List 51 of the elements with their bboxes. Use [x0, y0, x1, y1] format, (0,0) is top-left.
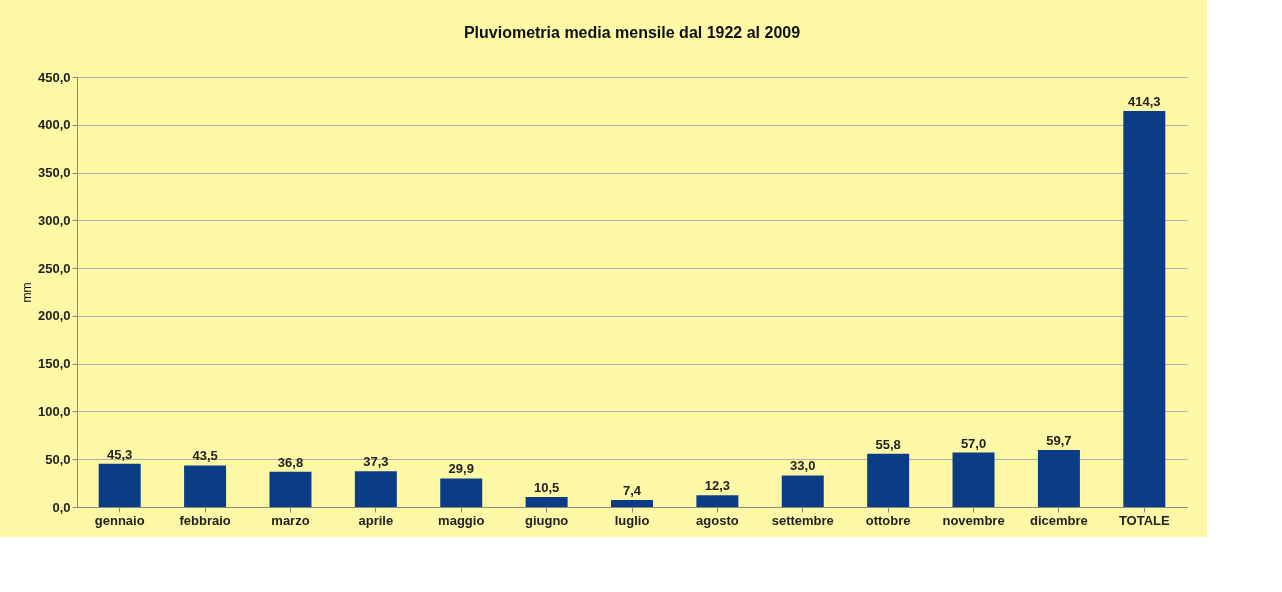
y-tick-label: 300,0: [37, 212, 71, 228]
bar: [98, 463, 141, 507]
x-tick-label: febbraio: [179, 512, 231, 528]
data-label: 36,8: [277, 454, 304, 470]
data-label: 414,3: [1128, 94, 1161, 110]
y-axis-title: mm: [19, 282, 34, 303]
bar: [696, 495, 739, 507]
bar: [184, 465, 227, 507]
bar: [1037, 449, 1080, 507]
x-tick-label: maggio: [438, 512, 485, 528]
y-tick-label: 0,0: [52, 499, 71, 515]
bar: [1123, 111, 1166, 507]
x-tick-label: gennaio: [94, 512, 145, 528]
data-label: 59,7: [1046, 432, 1072, 448]
bar: [611, 499, 653, 507]
chart-title: Pluviometria media mensile dal 1922 al 2009: [463, 24, 801, 41]
x-tick-label: dicembre: [1030, 512, 1088, 528]
bar: [952, 452, 995, 507]
bar: [440, 478, 483, 507]
bar: [354, 471, 397, 507]
y-tick-label: 100,0: [37, 403, 71, 419]
y-tick-label: 350,0: [37, 165, 71, 181]
x-tick-label: agosto: [696, 512, 739, 528]
x-tick-label: luglio: [614, 512, 650, 528]
x-tick-label: ottobre: [865, 512, 911, 528]
x-tick-label: settembre: [771, 512, 834, 528]
bar: [269, 471, 312, 507]
data-label: 55,8: [875, 436, 901, 452]
data-label: 29,9: [448, 461, 474, 477]
bar: [525, 496, 568, 507]
x-tick-label: marzo: [271, 512, 310, 528]
y-tick-label: 250,0: [37, 260, 71, 276]
x-tick-label: giugno: [524, 512, 569, 528]
data-label: 7,4: [622, 482, 642, 498]
y-tick-label: 50,0: [45, 451, 71, 467]
data-label: 43,5: [192, 448, 218, 464]
data-label: 45,3: [107, 446, 133, 462]
x-tick-label: aprile: [358, 512, 394, 528]
data-label: 37,3: [363, 454, 389, 470]
y-tick-label: 200,0: [37, 308, 71, 324]
bar: [867, 453, 910, 507]
y-tick-label: 450,0: [37, 69, 71, 85]
y-tick-label: 150,0: [37, 356, 71, 372]
data-label: 33,0: [790, 458, 816, 474]
data-label: 12,3: [704, 478, 731, 494]
data-label: 10,5: [533, 479, 560, 495]
x-tick-label: novembre: [942, 512, 1005, 528]
bar: [781, 475, 824, 507]
y-tick-label: 400,0: [37, 117, 71, 133]
data-label: 57,0: [960, 435, 987, 451]
x-tick-label: TOTALE: [1118, 512, 1171, 528]
